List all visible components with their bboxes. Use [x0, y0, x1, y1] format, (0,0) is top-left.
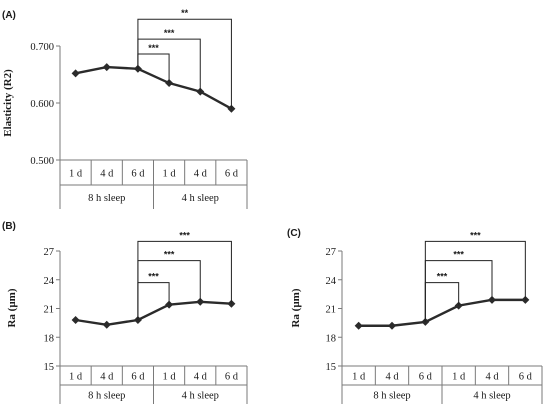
panel-0-x-tick-label: 6 d: [225, 169, 239, 180]
panel-1-y-tick-label: 27: [44, 247, 55, 258]
panel-2-x-tick-label: 1 d: [452, 372, 466, 383]
panel-1-significance-label: ***: [179, 230, 190, 240]
panel-2-significance-label: ***: [453, 250, 464, 260]
panel-2-data-point: [388, 321, 396, 330]
panel-2-y-tick-label: 21: [326, 305, 337, 316]
panel-0-significance-bracket: [137, 18, 232, 109]
panel-1-significance-bracket: [137, 240, 232, 320]
panel-1-x-tick-label: 4 d: [100, 372, 114, 383]
panel-0-group-label: 4 h sleep: [182, 193, 219, 204]
panel-1-label: (B): [2, 221, 16, 232]
panel-1-y-tick-label: 24: [44, 276, 55, 287]
panel-1-data-point: [71, 316, 80, 324]
panel-2-series-line: [358, 298, 526, 327]
panel-2-x-tick-label: 6 d: [419, 372, 433, 383]
panel-0-significance-label: **: [181, 8, 189, 18]
panel-1-y-tick-label: 18: [44, 333, 55, 344]
panel-1-x-tick-label: 6 d: [225, 372, 239, 383]
panel-1-data-point: [102, 320, 111, 329]
panel-2-significance-bracket: [424, 240, 526, 322]
panel-2-y-tick-label: 18: [326, 333, 337, 344]
panel-1-y-tick-label: 21: [44, 305, 55, 316]
panel-2-x-tick-label: 4 d: [385, 372, 399, 383]
panel-0-x-tick-label: 1 d: [163, 169, 177, 180]
panel-0-significance-label: ***: [148, 43, 159, 53]
panel-0-x-tick-label: 6 d: [131, 169, 145, 180]
panel-2-group-label: 8 h sleep: [373, 391, 410, 402]
panel-0-y-tick-label: 0.500: [30, 156, 54, 167]
panel-0-significance-bracket: [137, 53, 170, 84]
panel-1-x-tick-label: 1 d: [69, 372, 83, 383]
panel-1-x-tick-label: 4 d: [194, 372, 208, 383]
panel-2-significance-label: ***: [437, 272, 448, 282]
panel-0-significance-label: ***: [164, 28, 175, 38]
panel-2-y-axis-title: Ra (µm): [290, 288, 302, 327]
panel-2-group-label: 4 h sleep: [473, 391, 510, 402]
panel-0-series-line: [75, 65, 232, 110]
panel-0-x-tick-label: 4 d: [100, 169, 114, 180]
panel-2-x-tick-label: 1 d: [352, 372, 366, 383]
panel-2-significance-label: ***: [470, 230, 481, 240]
panel-0-data-point: [71, 69, 80, 78]
panel-2-significance-bracket: [424, 282, 460, 322]
panel-1-group-label: 8 h sleep: [88, 391, 125, 402]
panel-0-x-tick-label: 1 d: [69, 169, 83, 180]
panel-1-significance-label: ***: [164, 250, 175, 260]
panel-0-y-tick-label: 0.700: [30, 42, 54, 53]
panel-0-group-label: 8 h sleep: [88, 193, 125, 204]
panel-2-x-tick-label: 4 d: [485, 372, 499, 383]
panel-2-y-tick-label: 15: [326, 362, 337, 373]
panel-2-y-tick-label: 24: [326, 276, 337, 287]
panel-0-x-tick-label: 4 d: [194, 169, 208, 180]
panel-2-data-point: [354, 321, 363, 330]
panel-2-y-tick-label: 27: [326, 247, 337, 258]
panel-1-x-tick-label: 1 d: [163, 372, 177, 383]
panel-0-label: (A): [2, 10, 16, 21]
panel-1-significance-bracket: [137, 282, 170, 320]
panel-1-y-tick-label: 15: [44, 362, 55, 373]
panel-0-data-point: [102, 63, 111, 72]
panel-1-series-line: [75, 300, 232, 327]
panel-2-x-tick-label: 6 d: [519, 372, 533, 383]
panel-0-y-axis-title: Elasticity (R2): [2, 69, 14, 137]
panel-1-group-label: 4 h sleep: [182, 391, 219, 402]
panel-0-y-tick-label: 0.600: [30, 99, 54, 110]
panel-2-label: (C): [287, 228, 301, 239]
panel-1-y-axis-title: Ra (µm): [6, 288, 18, 327]
panel-1-significance-label: ***: [148, 272, 159, 282]
panel-1-x-tick-label: 6 d: [131, 372, 145, 383]
